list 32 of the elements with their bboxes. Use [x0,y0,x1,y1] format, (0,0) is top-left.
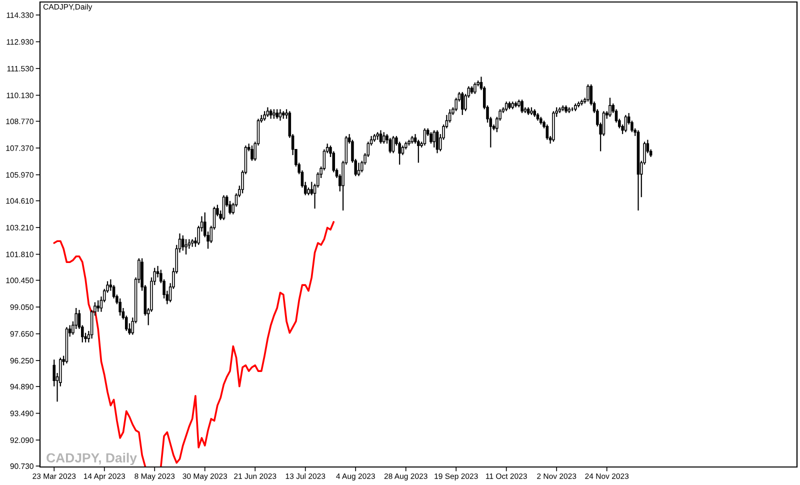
candlestick [430,132,432,144]
candlestick [382,132,386,144]
candlestick [181,234,184,252]
candlestick [266,106,270,118]
candlestick [118,298,122,316]
candlestick [520,99,524,114]
candlestick [432,130,436,148]
candlestick [276,108,278,120]
candlestick [310,181,314,196]
candlestick [423,128,426,146]
candlestick [460,91,464,116]
candlestick [278,108,282,122]
candlestick [608,97,612,118]
candlestick [357,162,360,177]
candlestick [586,84,590,102]
candlestick [474,82,476,94]
candlestick [263,110,266,122]
candlestick [96,300,100,312]
annotation: CADJPY, Daily [46,452,137,466]
candlestick [269,108,272,120]
candlestick [184,238,188,256]
candlestick [624,114,628,133]
candlestick [379,130,382,144]
candlestick [272,108,276,120]
candlestick [388,137,392,154]
candlestick [546,124,549,140]
candlestick [436,130,439,154]
candlestick [401,144,404,156]
candlestick [504,101,508,112]
candlestick [222,194,226,221]
candlestick [392,135,395,154]
candlestick [250,144,254,162]
